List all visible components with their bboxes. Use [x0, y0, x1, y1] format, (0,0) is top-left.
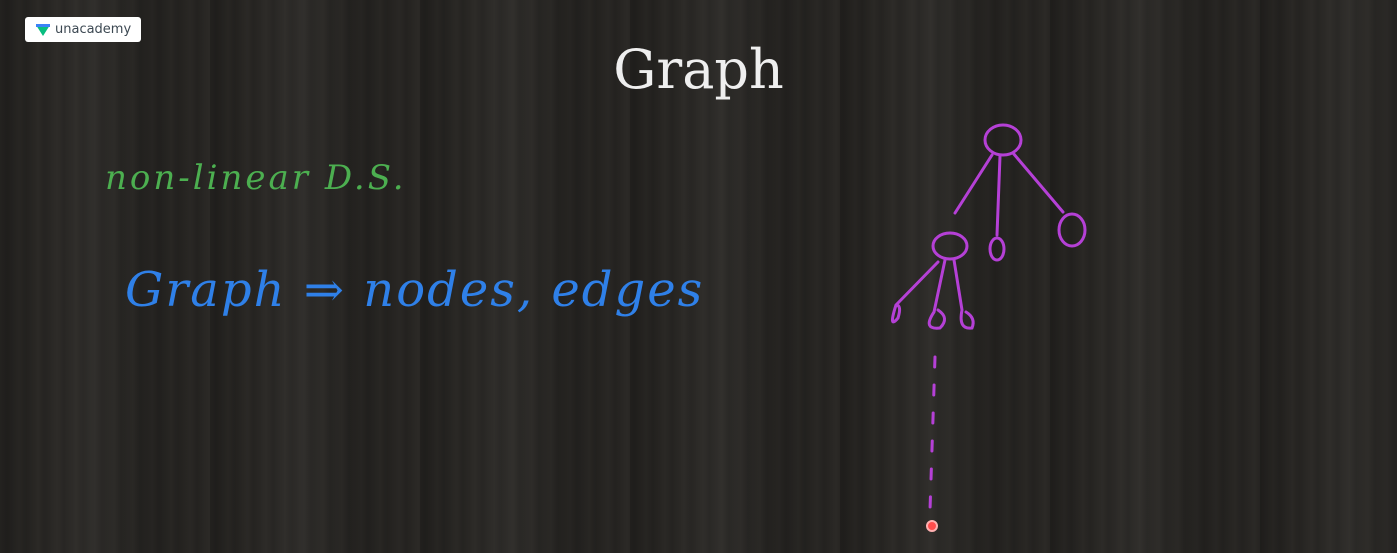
- slide-title: Graph: [613, 38, 784, 101]
- logo-text: unacademy: [55, 22, 132, 37]
- handwritten-note: Graph ⇒ nodes, edges: [125, 262, 705, 318]
- handwritten-note: non-linear D.S.: [105, 158, 407, 198]
- logo: unacademy: [25, 17, 141, 42]
- laser-pointer: [926, 520, 938, 532]
- logo-icon: [36, 23, 50, 36]
